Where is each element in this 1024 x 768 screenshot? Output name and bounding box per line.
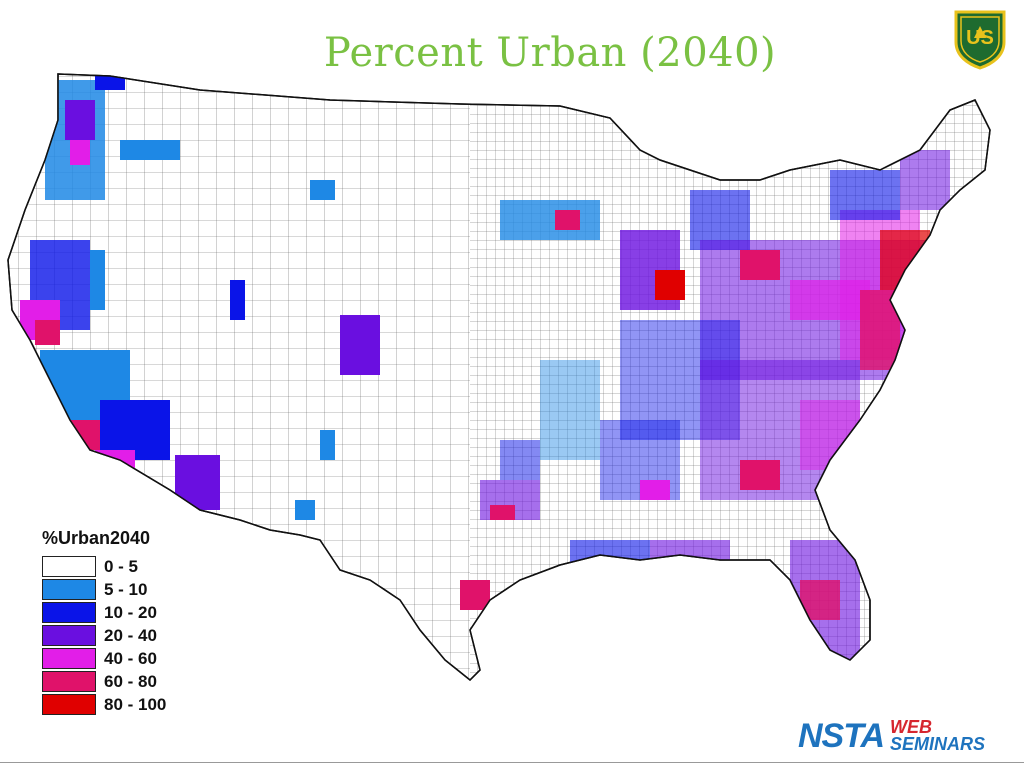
nsta-seminars-text: SEMINARS	[890, 734, 986, 754]
forest-service-logo: US	[952, 8, 1008, 70]
legend-label: 10 - 20	[104, 602, 157, 622]
nsta-logo-text: NSTA	[798, 716, 885, 755]
legend-item: 10 - 20	[42, 601, 202, 624]
map-title: Percent Urban (2040)	[323, 30, 777, 76]
legend-label: 0 - 5	[104, 556, 139, 576]
legend-label: 40 - 60	[104, 648, 157, 668]
legend-item: 80 - 100	[42, 693, 202, 716]
legend-item: 60 - 80	[42, 670, 202, 693]
legend-swatch	[42, 694, 96, 715]
legend-item: 20 - 40	[42, 624, 202, 647]
slide-divider	[0, 762, 1024, 763]
legend-swatch	[42, 556, 96, 577]
legend-label: 5 - 10	[104, 579, 148, 599]
legend-label: 60 - 80	[104, 671, 157, 691]
legend-swatch	[42, 625, 96, 646]
legend-swatch	[42, 602, 96, 623]
nsta-web-seminars-logo: NSTA WEB SEMINARS	[798, 714, 1018, 758]
legend-item: 40 - 60	[42, 647, 202, 670]
legend-swatch	[42, 648, 96, 669]
eastern-urban-areas	[460, 150, 950, 660]
legend-swatch	[42, 579, 96, 600]
nsta-web-text: WEB	[890, 717, 933, 737]
legend-item: 0 - 5	[42, 555, 202, 578]
legend-label: 80 - 100	[104, 694, 167, 714]
legend-title: %Urban2040	[42, 528, 151, 548]
map-legend: %Urban2040 0 - 5 5 - 10 10 - 20 20 - 40 …	[42, 528, 202, 716]
west-coast-urban-areas	[20, 74, 380, 520]
legend-swatch	[42, 671, 96, 692]
legend-label: 20 - 40	[104, 625, 157, 645]
legend-item: 5 - 10	[42, 578, 202, 601]
